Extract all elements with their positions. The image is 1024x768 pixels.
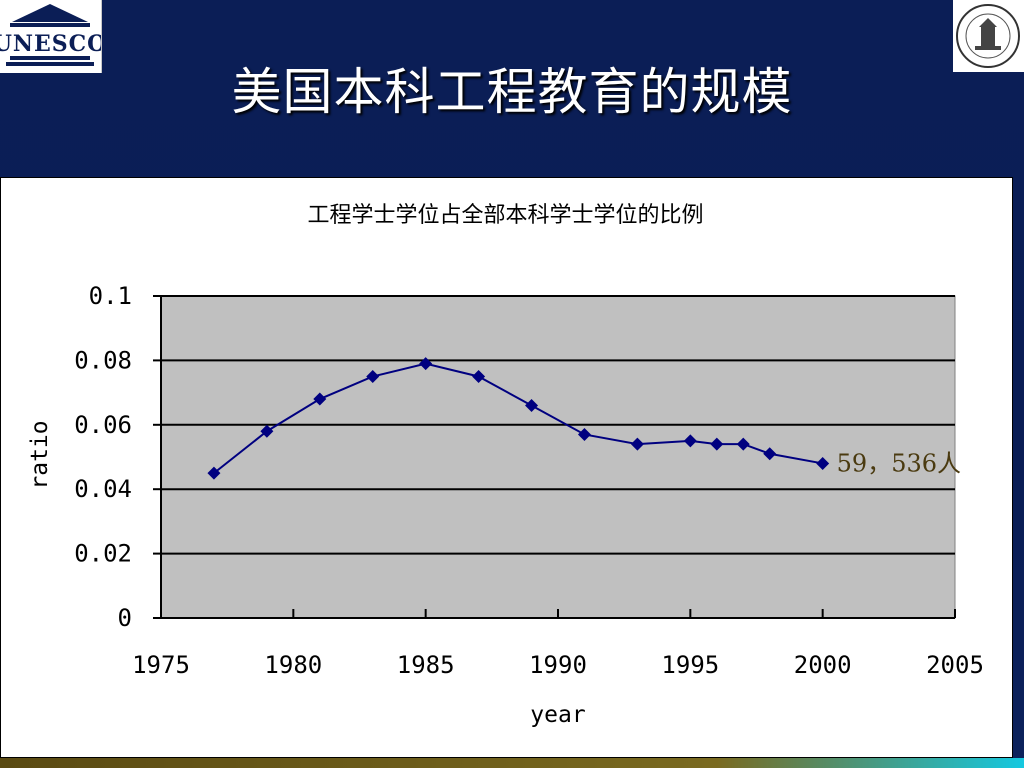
data-point bbox=[630, 437, 644, 451]
x-tick-label: 1985 bbox=[397, 651, 455, 679]
data-point bbox=[472, 370, 486, 383]
y-tick-label: 0.06 bbox=[74, 411, 132, 439]
data-point bbox=[419, 357, 433, 371]
x-tick-labels: 1975 1980 1985 1990 1995 2000 2005 bbox=[132, 651, 984, 679]
x-tick-label: 2005 bbox=[926, 651, 984, 679]
y-tick-labels: 0 0.02 0.04 0.06 0.08 0.1 bbox=[74, 282, 132, 632]
data-point bbox=[313, 392, 327, 406]
university-seal bbox=[953, 0, 1024, 72]
data-point bbox=[816, 456, 830, 470]
y-tick-label: 0.08 bbox=[74, 346, 132, 374]
x-tick-label: 1980 bbox=[264, 651, 322, 679]
axes bbox=[153, 295, 956, 619]
slide-title: 美国本科工程教育的规模 bbox=[231, 63, 793, 121]
data-point bbox=[260, 424, 274, 438]
y-tick-label: 0.02 bbox=[74, 540, 132, 568]
gridlines bbox=[161, 295, 955, 555]
annotation-label: 59，536人 bbox=[837, 449, 961, 477]
chart-title: 工程学士学位占全部本科学士学位的比例 bbox=[307, 203, 704, 228]
data-point bbox=[710, 437, 724, 451]
data-point bbox=[525, 398, 539, 412]
data-point bbox=[736, 437, 750, 451]
y-tick-label: 0 bbox=[118, 604, 132, 632]
data-point bbox=[577, 427, 591, 441]
unesco-temple-logo-icon: UNESCO bbox=[0, 4, 106, 66]
data-point bbox=[207, 466, 221, 480]
y-axis-label: ratio bbox=[27, 420, 53, 489]
x-axis-label: year bbox=[530, 702, 585, 728]
y-tick-label: 0.04 bbox=[74, 475, 132, 503]
x-tick-label: 1975 bbox=[132, 651, 190, 679]
data-point bbox=[763, 447, 777, 461]
series bbox=[207, 357, 830, 480]
x-tick-label: 2000 bbox=[794, 651, 852, 679]
unesco-logo-text: UNESCO bbox=[0, 31, 101, 57]
x-tick-label: 1990 bbox=[529, 651, 587, 679]
x-tick-label: 1995 bbox=[661, 651, 719, 679]
data-point bbox=[366, 370, 380, 383]
annotations: 59，536人 bbox=[837, 449, 961, 477]
unesco-logo: UNESCO bbox=[0, 0, 106, 73]
data-point bbox=[683, 434, 697, 448]
bottom-band bbox=[0, 758, 1024, 768]
y-tick-label: 0.1 bbox=[89, 282, 132, 310]
university-seal-icon bbox=[956, 4, 1020, 68]
